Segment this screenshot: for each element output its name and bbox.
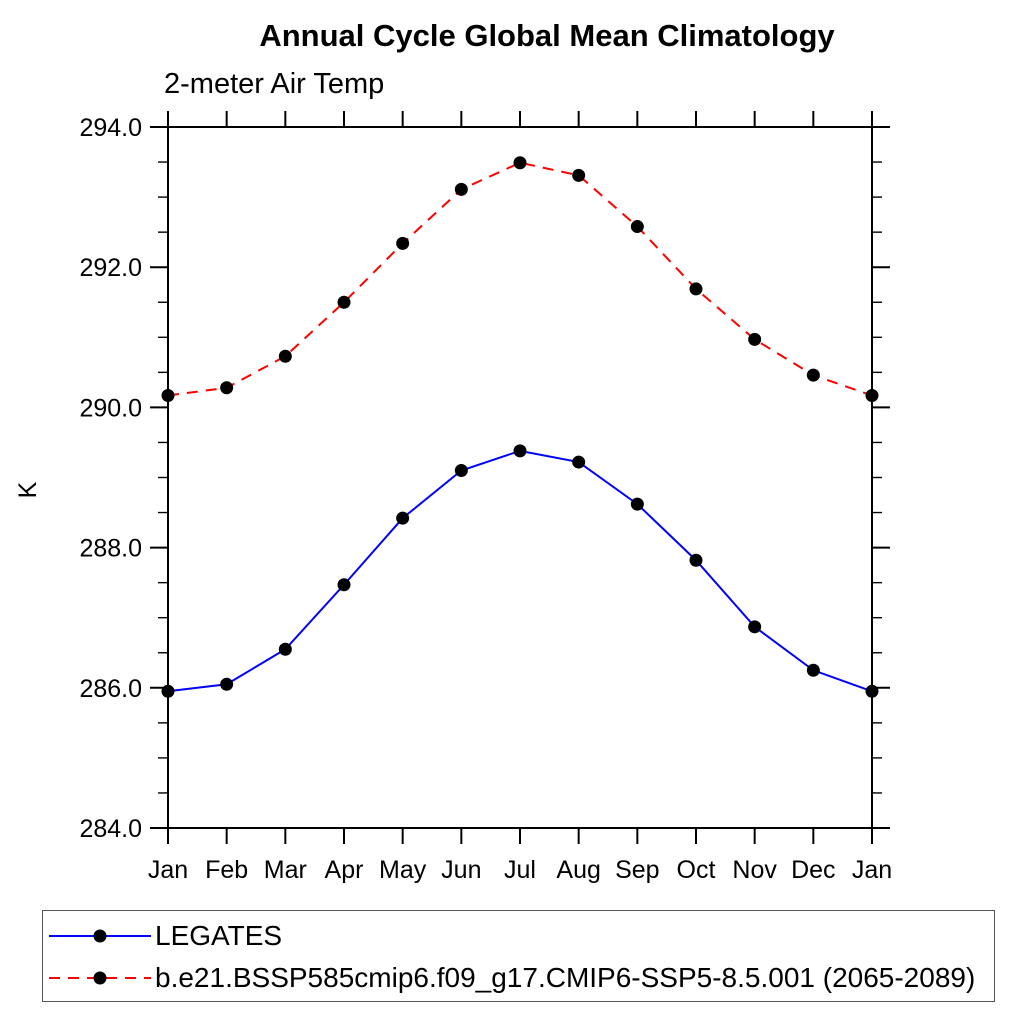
plot-area: 284.0 286.0 288.0 290.0 292.0 294.0 Jan Feb Mar A… <box>14 111 892 884</box>
x-tick-label: Apr <box>325 856 364 884</box>
x-tick-label: Aug <box>556 856 600 884</box>
y-tick-label: 292.0 <box>79 254 142 282</box>
y-tick-label: 288.0 <box>79 535 142 563</box>
legend-label-model: b.e21.BSSP585cmip6.f09_g17.CMIP6-SSP5-8.… <box>155 962 976 993</box>
data-point <box>278 349 292 363</box>
data-point <box>630 220 644 234</box>
data-point <box>220 381 234 395</box>
data-point <box>396 236 410 250</box>
data-point <box>806 368 820 382</box>
x-tick-label: Dec <box>791 856 835 884</box>
data-point <box>513 444 527 458</box>
x-tick-label: Nov <box>732 856 777 884</box>
y-axis-title: K <box>14 481 42 498</box>
x-tick-label: Jun <box>441 856 481 884</box>
data-point <box>161 388 175 402</box>
legend-key-solid-line-icon <box>49 929 151 943</box>
data-point <box>396 511 410 525</box>
data-point <box>278 642 292 656</box>
data-point <box>513 156 527 170</box>
data-point <box>748 332 762 346</box>
data-point <box>865 684 879 698</box>
data-point <box>337 578 351 592</box>
data-point <box>689 553 703 567</box>
x-tick-label: May <box>379 856 427 884</box>
data-point <box>806 663 820 677</box>
x-tick-label: Jan <box>852 856 892 884</box>
series-line-0 <box>167 449 873 693</box>
chart-subtitle: 2-meter Air Temp <box>164 68 385 100</box>
data-point <box>572 168 586 182</box>
x-tick-label: Feb <box>205 856 248 884</box>
legend-marker-dot-icon <box>93 929 107 943</box>
data-point <box>865 388 879 402</box>
legend: LEGATES b.e21.BSSP585cmip6.f09_g17.CMIP6… <box>42 910 995 1002</box>
x-tick-label: Mar <box>264 856 307 884</box>
series-line-1 <box>167 161 873 397</box>
chart-title: Annual Cycle Global Mean Climatology <box>259 18 835 53</box>
y-tick-label: 290.0 <box>79 394 142 422</box>
x-tick-label: Sep <box>615 856 659 884</box>
y-tick-label: 286.0 <box>79 675 142 703</box>
y-tick-label: 284.0 <box>79 815 142 843</box>
x-tick-label: Jul <box>504 856 536 884</box>
data-point <box>572 455 586 469</box>
legend-item-model: b.e21.BSSP585cmip6.f09_g17.CMIP6-SSP5-8.… <box>47 962 976 993</box>
data-point <box>220 677 234 691</box>
y-tick-label: 294.0 <box>79 114 142 142</box>
legend-marker-dot-icon <box>93 971 107 985</box>
x-tick-label: Jan <box>148 856 188 884</box>
data-point <box>161 684 175 698</box>
data-point <box>630 497 644 511</box>
data-point <box>689 282 703 296</box>
plot-frame <box>167 126 873 829</box>
data-point <box>454 182 468 196</box>
legend-label-legates: LEGATES <box>155 920 283 951</box>
data-point <box>337 295 351 309</box>
data-point <box>748 620 762 634</box>
legend-key-dashed-line-icon <box>49 971 151 985</box>
data-point <box>454 463 468 477</box>
legend-item-legates: LEGATES <box>47 920 283 951</box>
x-tick-label: Oct <box>677 856 716 884</box>
